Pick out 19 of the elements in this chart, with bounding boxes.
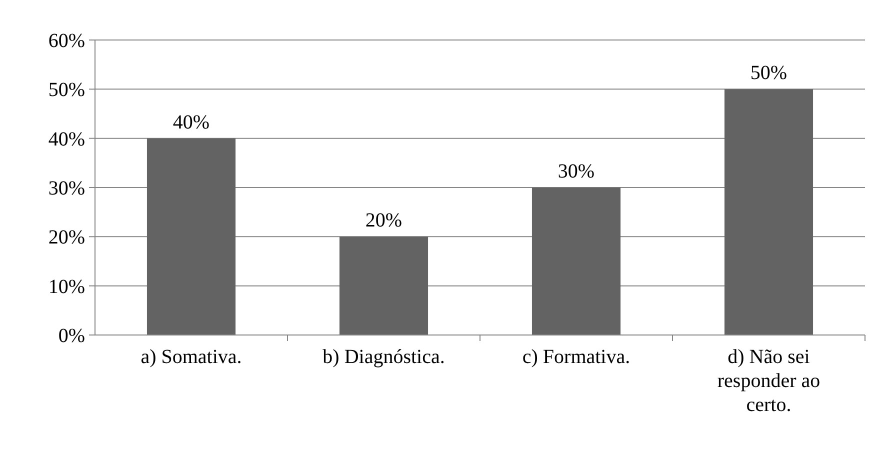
y-tick-label: 0%	[58, 325, 85, 347]
y-tick-label: 60%	[48, 30, 85, 52]
bar	[339, 236, 428, 335]
y-tick-label: 30%	[48, 178, 85, 200]
bar	[724, 89, 814, 335]
data-label: 40%	[172, 111, 210, 134]
bar	[146, 138, 236, 335]
x-tick-label: c) Formativa.	[522, 346, 630, 368]
y-tick-label: 50%	[48, 79, 85, 102]
x-tick-label: a) Somativa.	[140, 346, 242, 368]
x-tick-label: b) Diagnóstica.	[322, 346, 445, 368]
y-tick-label: 10%	[48, 276, 85, 298]
data-label: 30%	[558, 160, 595, 182]
x-tick-label: d) Não sei responder ao certo.	[717, 346, 820, 416]
y-tick-label: 20%	[48, 226, 85, 249]
bar	[532, 188, 621, 335]
data-label: 20%	[365, 210, 402, 232]
y-tick-label: 40%	[48, 128, 85, 150]
data-label: 50%	[750, 62, 788, 84]
